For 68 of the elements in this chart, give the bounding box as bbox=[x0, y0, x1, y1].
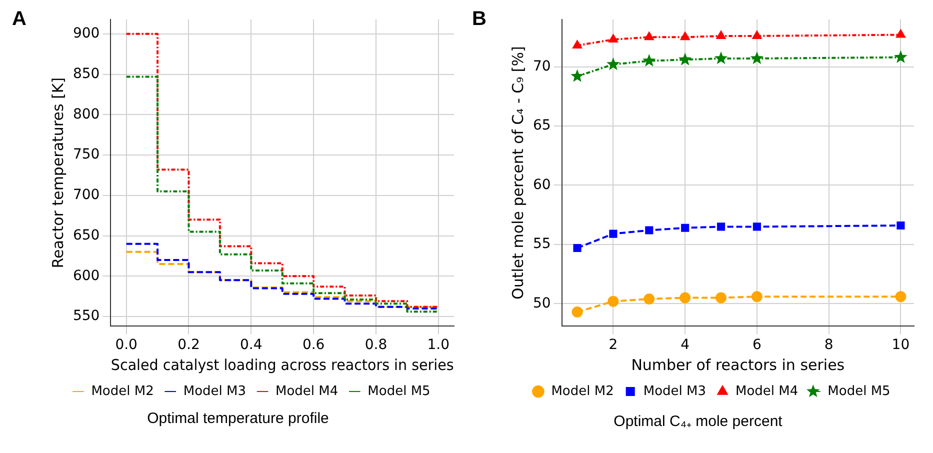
text: Optimal temperature profile bbox=[146, 410, 330, 427]
x-tick-label: 4 bbox=[680, 337, 690, 354]
point bbox=[608, 296, 619, 307]
x-tick-label: 6 bbox=[752, 337, 762, 354]
point bbox=[752, 30, 762, 39]
y-tick-label: 850 bbox=[72, 66, 100, 82]
y-tick-label: 60 bbox=[532, 176, 551, 193]
point bbox=[752, 222, 761, 231]
y-tick-label: 700 bbox=[72, 187, 100, 204]
point bbox=[680, 32, 690, 40]
point bbox=[645, 226, 654, 234]
y-axis-title: Outlet mole percent of C₄ - C₉ [%] bbox=[508, 46, 527, 300]
legend-label: Model M3 bbox=[643, 384, 706, 399]
y-tick-label: 900 bbox=[72, 26, 100, 42]
point bbox=[716, 30, 726, 39]
x-tick-label: 2 bbox=[608, 337, 618, 354]
point bbox=[642, 54, 656, 67]
x-tick-label: 10 bbox=[892, 337, 910, 354]
x-tick-label: 0.6 bbox=[302, 337, 325, 354]
y-tick-label: 50 bbox=[532, 295, 551, 312]
x-axis-title: Number of reactors in series bbox=[631, 356, 845, 374]
y-tick-label: 600 bbox=[72, 268, 100, 284]
x-tick-label: 0.4 bbox=[240, 337, 262, 354]
point bbox=[894, 50, 908, 63]
x-tick-label: 0.0 bbox=[115, 337, 138, 354]
point bbox=[572, 40, 582, 48]
y-tick-label: 55 bbox=[532, 236, 551, 252]
x-tick-label: 8 bbox=[824, 337, 834, 354]
legend-label: Model M4 bbox=[276, 384, 338, 399]
legend-label: Model M2 bbox=[91, 384, 154, 399]
point bbox=[570, 69, 584, 82]
point bbox=[896, 221, 905, 230]
x-tick-label: 1.0 bbox=[427, 337, 450, 354]
point bbox=[608, 34, 618, 43]
point bbox=[644, 293, 655, 304]
text: Optimal C₄₊ mole percent bbox=[612, 412, 784, 430]
point bbox=[680, 292, 691, 304]
point bbox=[606, 57, 620, 70]
legend-label: Model M5 bbox=[828, 384, 890, 399]
point bbox=[895, 291, 906, 302]
y-tick-label: 800 bbox=[72, 106, 100, 122]
point bbox=[750, 51, 764, 64]
point bbox=[714, 51, 728, 64]
x-tick-label: 0.8 bbox=[364, 337, 388, 354]
x-axis-title: Scaled catalyst loading across reactors in series bbox=[110, 356, 454, 374]
text: A bbox=[12, 8, 26, 31]
legend-label: Model M5 bbox=[368, 384, 430, 399]
point bbox=[644, 32, 654, 40]
legend-label: Model M4 bbox=[736, 384, 798, 399]
point bbox=[678, 52, 692, 66]
point bbox=[609, 230, 618, 238]
point bbox=[751, 291, 762, 302]
point bbox=[716, 292, 727, 304]
y-axis-title: Reactor temperatures [K] bbox=[48, 77, 67, 268]
y-tick-label: 550 bbox=[72, 308, 100, 324]
legend-label: Model M2 bbox=[551, 384, 614, 399]
y-tick-label: 750 bbox=[72, 146, 100, 163]
point bbox=[681, 224, 690, 232]
point bbox=[716, 222, 726, 231]
point bbox=[572, 306, 583, 318]
y-tick-label: 65 bbox=[532, 118, 551, 134]
x-tick-label: 0.2 bbox=[178, 337, 200, 354]
legend-label: Model M3 bbox=[183, 384, 246, 399]
point bbox=[573, 244, 582, 252]
text: B bbox=[472, 8, 486, 31]
point bbox=[896, 29, 906, 38]
y-tick-label: 650 bbox=[72, 227, 100, 244]
y-tick-label: 70 bbox=[532, 58, 551, 74]
